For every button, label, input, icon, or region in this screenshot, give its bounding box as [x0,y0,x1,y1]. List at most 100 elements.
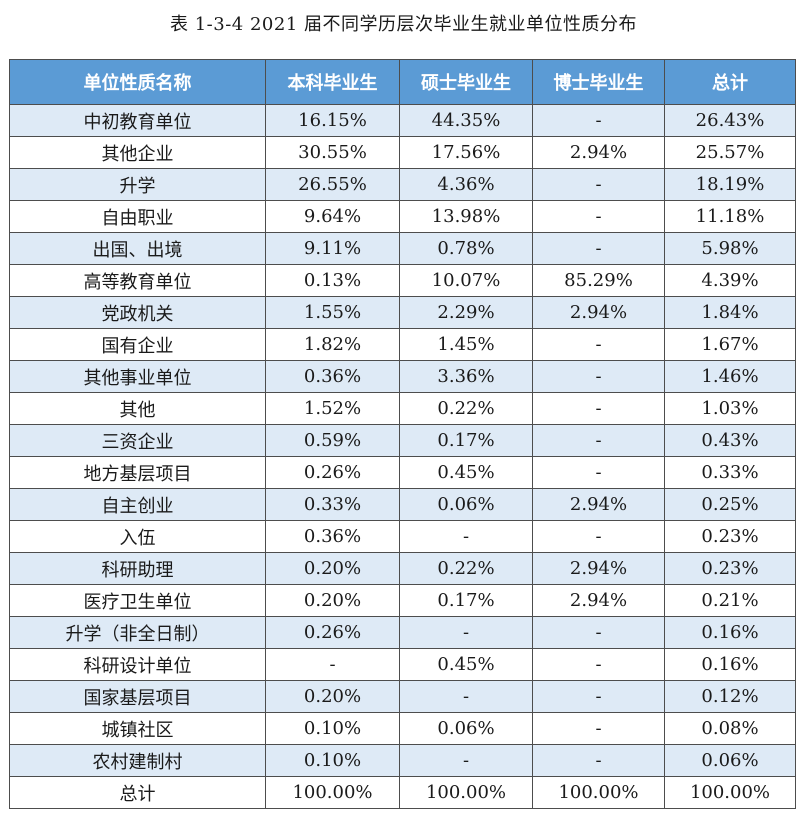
total-cell-total: 100.00% [664,776,796,809]
cell-bachelor: 30.55% [265,136,400,169]
cell-bachelor: 0.10% [265,712,400,745]
total-cell-unit-type: 总计 [9,776,266,809]
cell-unit-type: 科研助理 [9,552,266,585]
cell-doctor: - [532,456,665,489]
total-cell-bachelor: 100.00% [265,776,400,809]
cell-master: 0.45% [399,456,533,489]
cell-doctor: 2.94% [532,488,665,521]
cell-unit-type: 升学（非全日制） [9,616,266,649]
cell-master: 3.36% [399,360,533,393]
cell-doctor: 2.94% [532,136,665,169]
cell-total: 0.23% [664,520,796,553]
cell-unit-type: 自由职业 [9,200,266,233]
header-bachelor: 本科毕业生 [265,59,400,105]
cell-total: 11.18% [664,200,796,233]
cell-doctor: - [532,200,665,233]
cell-bachelor: 9.64% [265,200,400,233]
table-caption: 表 1-3-4 2021 届不同学历层次毕业生就业单位性质分布 [170,14,637,35]
cell-doctor: - [532,424,665,457]
table-row: 三资企业 0.59% 0.17% -0.43% [9,424,796,457]
cell-bachelor: 0.26% [265,616,400,649]
table-row: 国家基层项目 0.20% - -0.12% [9,680,796,713]
table-row: 升学 26.55% 4.36% -18.19% [9,168,796,201]
cell-bachelor: 1.52% [265,392,400,425]
table-row: 农村建制村 0.10% - -0.06% [9,744,796,777]
cell-master: - [399,616,533,649]
cell-total: 0.25% [664,488,796,521]
cell-unit-type: 出国、出境 [9,232,266,265]
cell-master: 0.17% [399,424,533,457]
cell-master: 10.07% [399,264,533,297]
cell-master: 13.98% [399,200,533,233]
cell-bachelor: - [265,648,400,681]
cell-doctor: 2.94% [532,584,665,617]
cell-total: 26.43% [664,104,796,137]
cell-total: 25.57% [664,136,796,169]
table-row: 地方基层项目 0.26% 0.45% -0.33% [9,456,796,489]
cell-doctor: - [532,680,665,713]
cell-master: 0.06% [399,712,533,745]
cell-total: 1.46% [664,360,796,393]
table-row: 升学（非全日制） 0.26% - -0.16% [9,616,796,649]
cell-bachelor: 0.20% [265,584,400,617]
cell-bachelor: 0.26% [265,456,400,489]
cell-doctor: 2.94% [532,552,665,585]
cell-doctor: - [532,328,665,361]
cell-bachelor: 26.55% [265,168,400,201]
cell-total: 0.43% [664,424,796,457]
table-row: 科研助理 0.20% 0.22% 2.94% 0.23% [9,552,796,585]
cell-total: 5.98% [664,232,796,265]
cell-total: 0.06% [664,744,796,777]
cell-total: 1.03% [664,392,796,425]
cell-master: 0.45% [399,648,533,681]
table-row: 自主创业 0.33% 0.06% 2.94% 0.25% [9,488,796,521]
cell-unit-type: 党政机关 [9,296,266,329]
table-row: 国有企业 1.82% 1.45% -1.67% [9,328,796,361]
table-row: 其他 1.52% 0.22% -1.03% [9,392,796,425]
cell-master: - [399,520,533,553]
cell-unit-type: 国有企业 [9,328,266,361]
cell-unit-type: 高等教育单位 [9,264,266,297]
cell-bachelor: 1.82% [265,328,400,361]
cell-bachelor: 0.36% [265,360,400,393]
cell-unit-type: 中初教育单位 [9,104,266,137]
cell-unit-type: 其他企业 [9,136,266,169]
cell-unit-type: 自主创业 [9,488,266,521]
cell-unit-type: 升学 [9,168,266,201]
cell-total: 18.19% [664,168,796,201]
table-row: 科研设计单位 -0.45% -0.16% [9,648,796,681]
cell-unit-type: 医疗卫生单位 [9,584,266,617]
cell-doctor: - [532,392,665,425]
cell-unit-type: 城镇社区 [9,712,266,745]
cell-unit-type: 其他事业单位 [9,360,266,393]
cell-bachelor: 0.13% [265,264,400,297]
table-row: 其他企业 30.55% 17.56% 2.94% 25.57% [9,136,796,169]
cell-total: 0.21% [664,584,796,617]
cell-bachelor: 0.33% [265,488,400,521]
cell-bachelor: 16.15% [265,104,400,137]
cell-doctor: - [532,232,665,265]
cell-unit-type: 科研设计单位 [9,648,266,681]
cell-total: 0.16% [664,648,796,681]
cell-bachelor: 0.20% [265,680,400,713]
table-row: 自由职业 9.64% 13.98% -11.18% [9,200,796,233]
cell-doctor: - [532,520,665,553]
cell-bachelor: 0.20% [265,552,400,585]
cell-master: 0.06% [399,488,533,521]
employment-distribution-table: 单位性质名称 本科毕业生 硕士毕业生 博士毕业生 总计 中初教育单位 16.15%… [9,59,796,809]
cell-total: 4.39% [664,264,796,297]
cell-doctor: - [532,616,665,649]
cell-bachelor: 0.59% [265,424,400,457]
table-body: 中初教育单位 16.15% 44.35% -26.43% 其他企业 30.55% 17.56… [9,104,796,809]
cell-master: 0.17% [399,584,533,617]
cell-doctor: - [532,712,665,745]
table-row: 城镇社区 0.10% 0.06% -0.08% [9,712,796,745]
header-unit-type: 单位性质名称 [9,59,266,105]
cell-total: 0.33% [664,456,796,489]
cell-master: 4.36% [399,168,533,201]
cell-unit-type: 地方基层项目 [9,456,266,489]
header-total: 总计 [664,59,796,105]
table-row: 中初教育单位 16.15% 44.35% -26.43% [9,104,796,137]
cell-doctor: - [532,648,665,681]
cell-doctor: 2.94% [532,296,665,329]
